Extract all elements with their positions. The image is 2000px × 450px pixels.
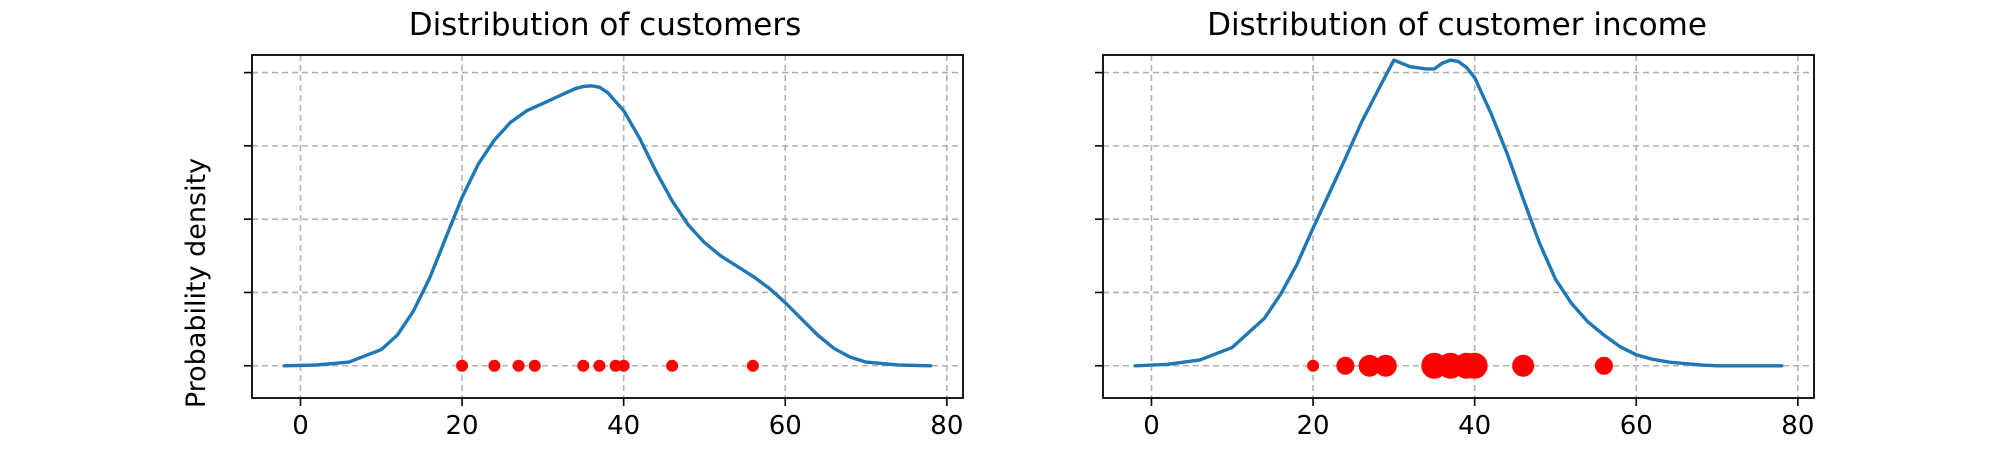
x-tick-label: 80 xyxy=(1781,411,1814,441)
x-tick-label: 40 xyxy=(1458,411,1491,441)
density-curve xyxy=(282,84,933,368)
observation-point xyxy=(1512,354,1535,377)
plot-frame xyxy=(1102,54,1815,399)
observation-point xyxy=(1461,352,1488,379)
chart-panel-customer-income: Distribution of customer income 0 20 40 60 8… xyxy=(1095,7,1815,441)
observation-point xyxy=(488,359,501,372)
x-tick-label: 60 xyxy=(1620,411,1653,441)
chart-title: Distribution of customer income xyxy=(1207,7,1707,43)
chart-title: Distribution of customers xyxy=(409,7,802,43)
plot-frame xyxy=(251,54,964,399)
observation-point xyxy=(666,359,679,372)
observation-point xyxy=(456,359,469,372)
observation-point xyxy=(1307,359,1320,372)
density-curve xyxy=(1133,58,1784,368)
x-tick-label: 0 xyxy=(1143,411,1160,441)
x-tick-label: 20 xyxy=(1297,411,1330,441)
observation-point xyxy=(1336,356,1355,375)
x-tick-label: 40 xyxy=(607,411,640,441)
chart-panel-customers: Distribution of customers Probability de… xyxy=(181,7,964,441)
observation-point xyxy=(1374,354,1397,377)
observation-point xyxy=(1358,354,1381,377)
observation-point xyxy=(512,359,525,372)
observation-point xyxy=(617,359,630,372)
observation-point xyxy=(593,359,606,372)
x-tick-label: 20 xyxy=(446,411,479,441)
y-axis-label: Probability density xyxy=(181,158,212,408)
x-tick-label: 80 xyxy=(930,411,963,441)
observation-point xyxy=(577,359,590,372)
observation-point xyxy=(746,359,759,372)
observation-point xyxy=(528,359,541,372)
x-tick-label: 0 xyxy=(292,411,309,441)
grid xyxy=(252,55,963,398)
x-tick-label: 60 xyxy=(769,411,802,441)
observation-point xyxy=(1594,356,1613,375)
